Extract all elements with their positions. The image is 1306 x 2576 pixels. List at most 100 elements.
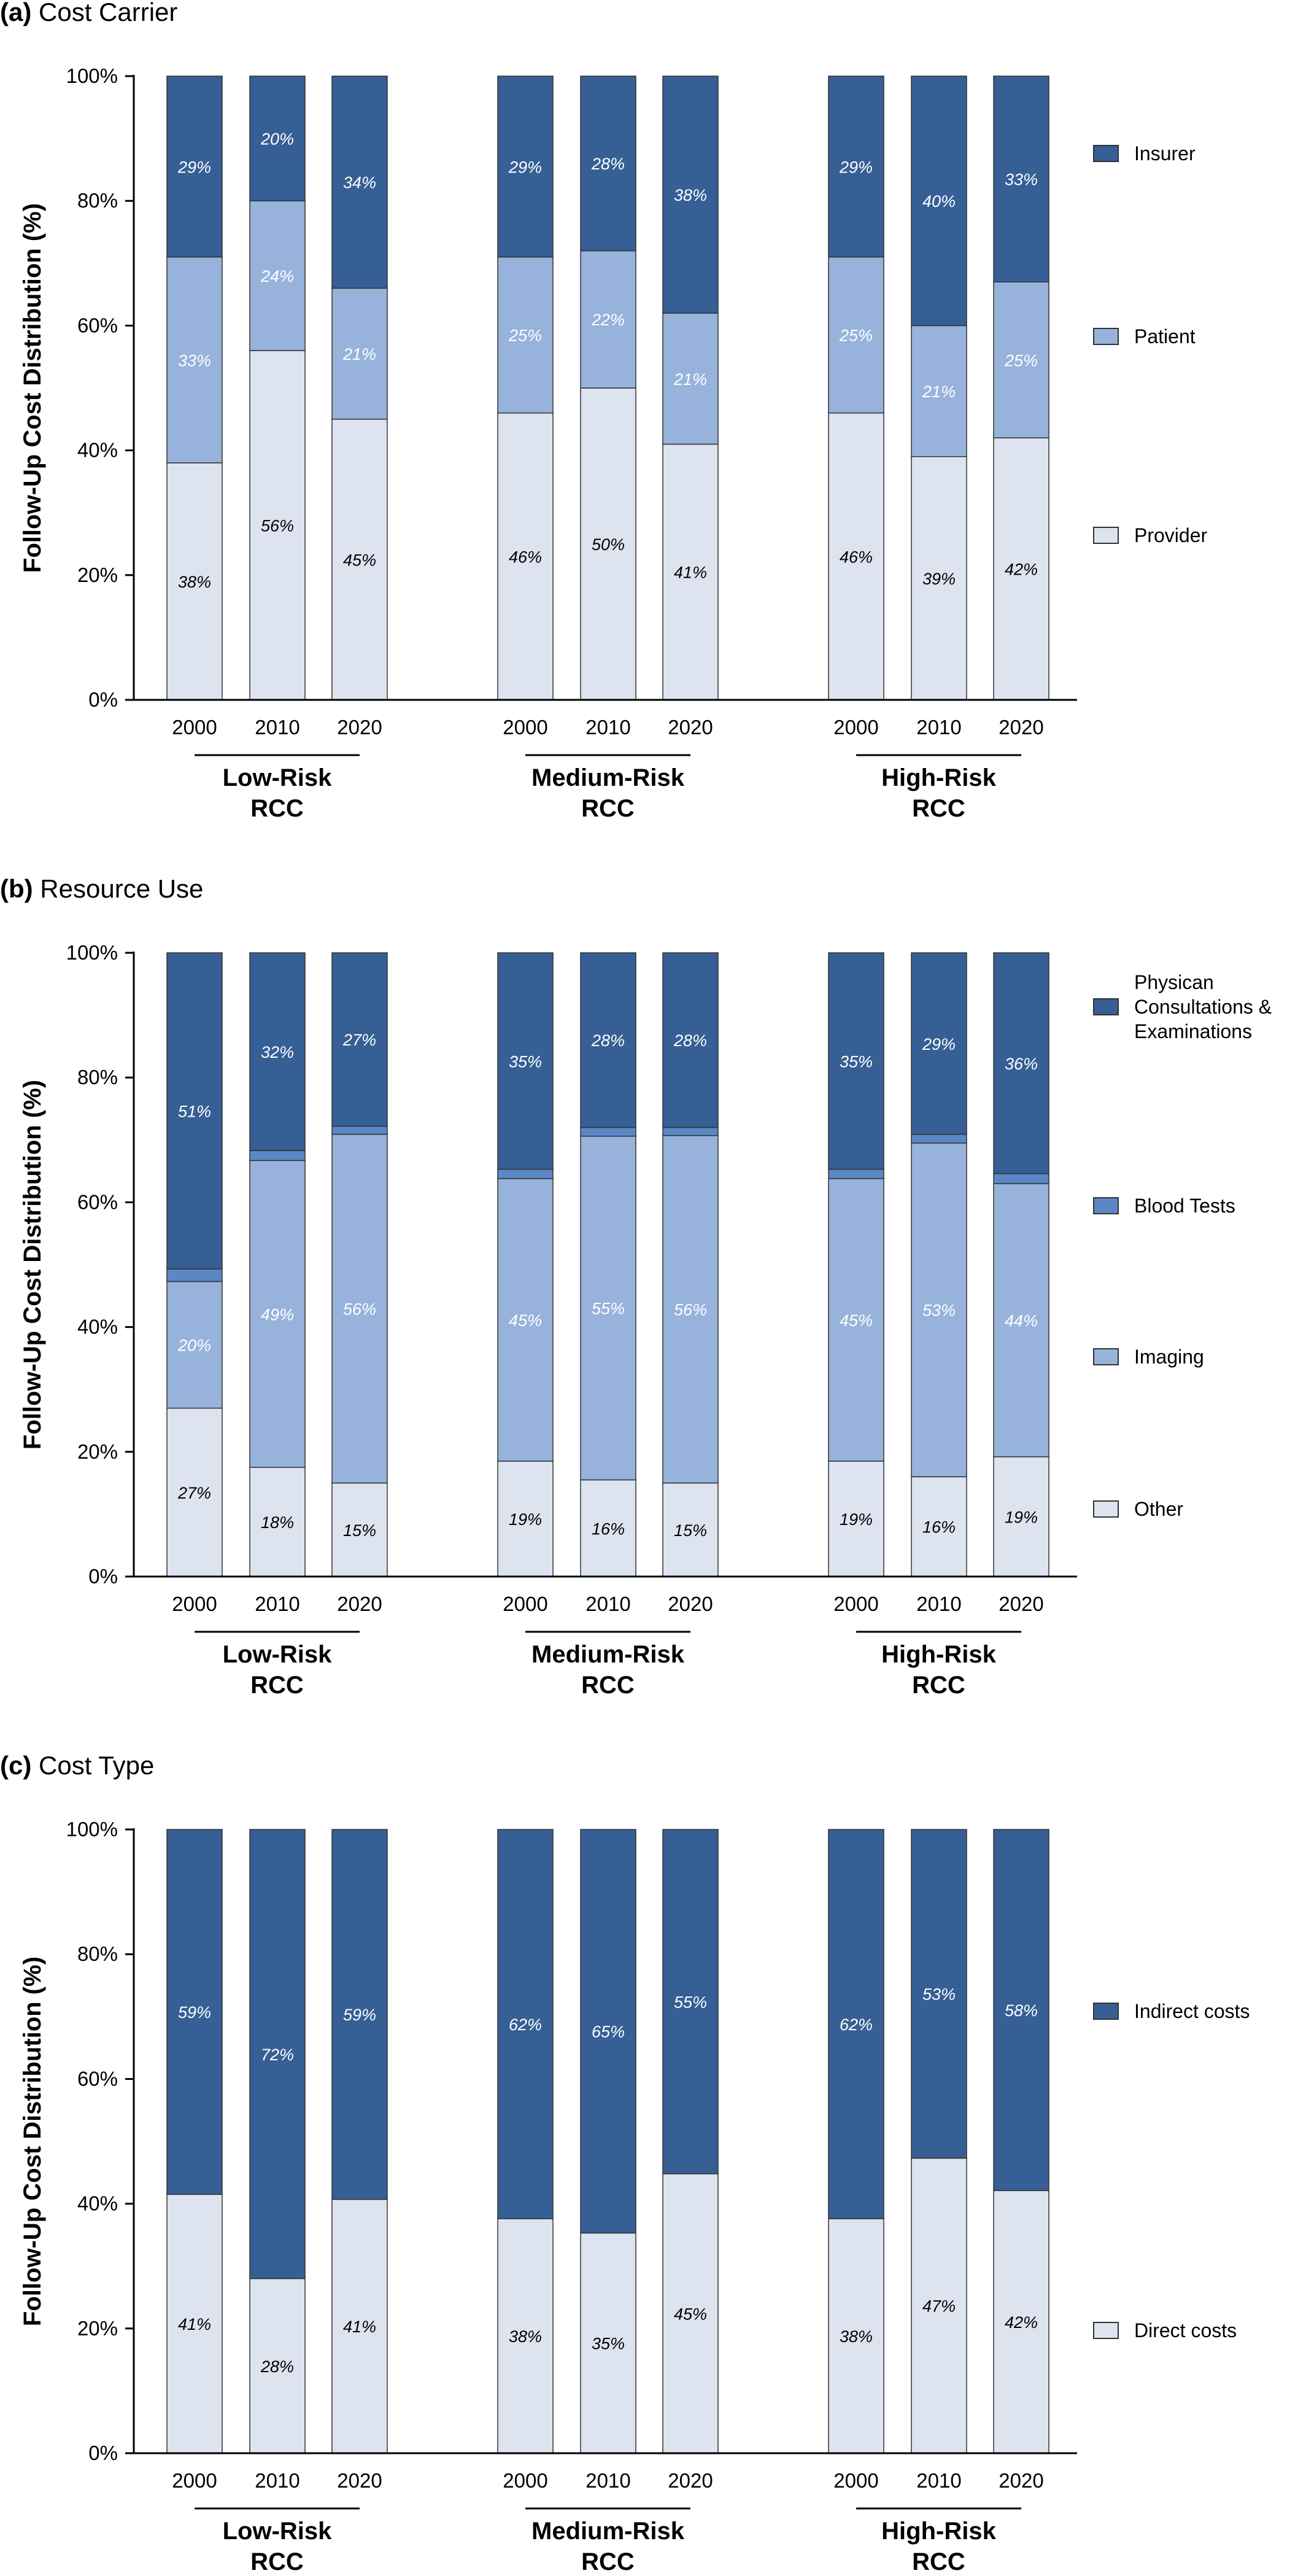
x-tick-label: 2000 [833,2469,878,2492]
group-label-line2: RCC [250,2548,304,2575]
data-label: 22% [591,311,625,329]
bar-segment-imaging [580,1135,636,1481]
data-label: 41% [674,564,707,582]
x-tick-label: 2010 [916,2469,961,2492]
bar-segment-provider [497,412,554,700]
bar-segment-patient [828,256,884,414]
x-tick-label: 2010 [585,1593,630,1615]
legend-label: Imaging [1134,1346,1204,1368]
bar-segment-patient [331,287,388,420]
data-label: 41% [343,2318,376,2336]
bar-segment-provider [662,443,719,700]
bar-segment-other [497,1461,554,1577]
y-tick-label: 0% [88,1565,118,1588]
bar-segment-physican-consultations-examinations [497,952,554,1170]
data-label: 19% [840,1510,873,1529]
bar-segment-direct-costs [331,2198,388,2454]
x-tick-label: 2000 [503,2469,547,2492]
data-label: 62% [509,2015,542,2034]
bar-segment-blood-tests [166,1268,223,1282]
y-tick-label: 40% [77,439,118,462]
bar-segment-patient [580,250,636,389]
bar-segment-physican-consultations-examinations [662,952,719,1128]
bar-segment-indirect-costs [497,1829,554,2219]
panel-name: Cost Carrier [31,0,177,26]
bar-segment-imaging [249,1160,306,1468]
data-label: 28% [260,2357,294,2376]
data-label: 28% [673,1031,707,1050]
data-label: 40% [922,192,956,211]
data-label: 55% [674,1993,707,2011]
bar-segment-physican-consultations-examinations [249,952,306,1151]
panel-title: (a) Cost Carrier [0,0,177,26]
group-label-line2: RCC [250,1672,304,1699]
legend-label: Physican [1134,971,1214,993]
bar-segment-imaging [993,1183,1049,1457]
x-tick-label: 2010 [255,2469,299,2492]
bar-segment-provider [331,419,388,700]
x-tick-label: 2000 [503,1593,547,1615]
x-tick-label: 2020 [337,716,382,739]
data-label: 27% [342,1031,376,1049]
chart-panel-3: (c) Cost Type Follow-Up Cost Distribution… [0,1751,1250,2575]
data-label: 42% [1005,561,1038,579]
x-tick-label: 2020 [668,716,713,739]
bar-segment-direct-costs [166,2194,223,2454]
data-label: 36% [1005,1055,1038,1073]
data-label: 50% [592,535,625,554]
x-tick-label: 2000 [172,1593,217,1615]
x-tick-label: 2020 [999,2469,1043,2492]
bar-segment-insurer [331,76,388,289]
panel-title: (c) Cost Type [0,1751,154,1780]
data-label: 51% [178,1103,211,1121]
data-label: 21% [342,345,376,363]
bar-segment-patient [166,256,223,464]
y-tick-label: 100% [66,64,118,87]
y-tick-label: 0% [88,688,118,711]
group-label-line1: Medium-Risk [531,764,685,791]
data-label: 56% [674,1301,707,1319]
bar-segment-other [828,1461,884,1577]
data-label: 15% [343,1521,376,1540]
bar-segment-other [249,1467,306,1577]
data-label: 19% [1005,1508,1038,1526]
data-label: 29% [839,158,873,176]
bar-segment-indirect-costs [662,1829,719,2174]
data-label: 45% [509,1311,542,1330]
data-label: 41% [178,2315,211,2334]
data-label: 47% [922,2297,956,2316]
bar-segment-blood-tests [662,1127,719,1136]
group-label-line1: Low-Risk [223,764,333,791]
bar-segment-physican-consultations-examinations [828,952,884,1170]
x-tick-label: 2000 [172,716,217,739]
panel-name: Cost Type [31,1751,154,1780]
bar-segment-provider [993,437,1049,700]
bar-segment-direct-costs [662,2173,719,2454]
y-tick-label: 0% [88,2442,118,2464]
data-label: 29% [177,158,211,176]
group-label-line1: High-Risk [881,1641,996,1668]
data-label: 33% [178,351,211,370]
bar-segment-blood-tests [828,1168,884,1179]
panel-letter: (a) [0,0,31,26]
bar-segment-insurer [911,76,967,327]
y-tick-label: 20% [77,564,118,586]
bar-segment-patient [911,325,967,457]
y-axis-label: Follow-Up Cost Distribution (%) [19,1080,46,1449]
y-tick-label: 100% [66,1818,118,1841]
data-label: 15% [674,1521,707,1540]
bar-segment-direct-costs [580,2232,636,2454]
bar-segment-insurer [662,76,719,314]
bar-segment-physican-consultations-examinations [911,952,967,1135]
data-label: 55% [592,1300,625,1318]
legend-swatch [1093,1500,1119,1518]
x-tick-label: 2010 [916,1593,961,1615]
group-label-line2: RCC [912,795,965,822]
legend-label: Blood Tests [1134,1195,1235,1217]
bar-segment-blood-tests [993,1173,1049,1184]
data-label: 46% [509,548,542,566]
data-label: 39% [922,570,956,588]
bar-segment-indirect-costs [249,1829,306,2279]
data-label: 38% [674,186,707,204]
